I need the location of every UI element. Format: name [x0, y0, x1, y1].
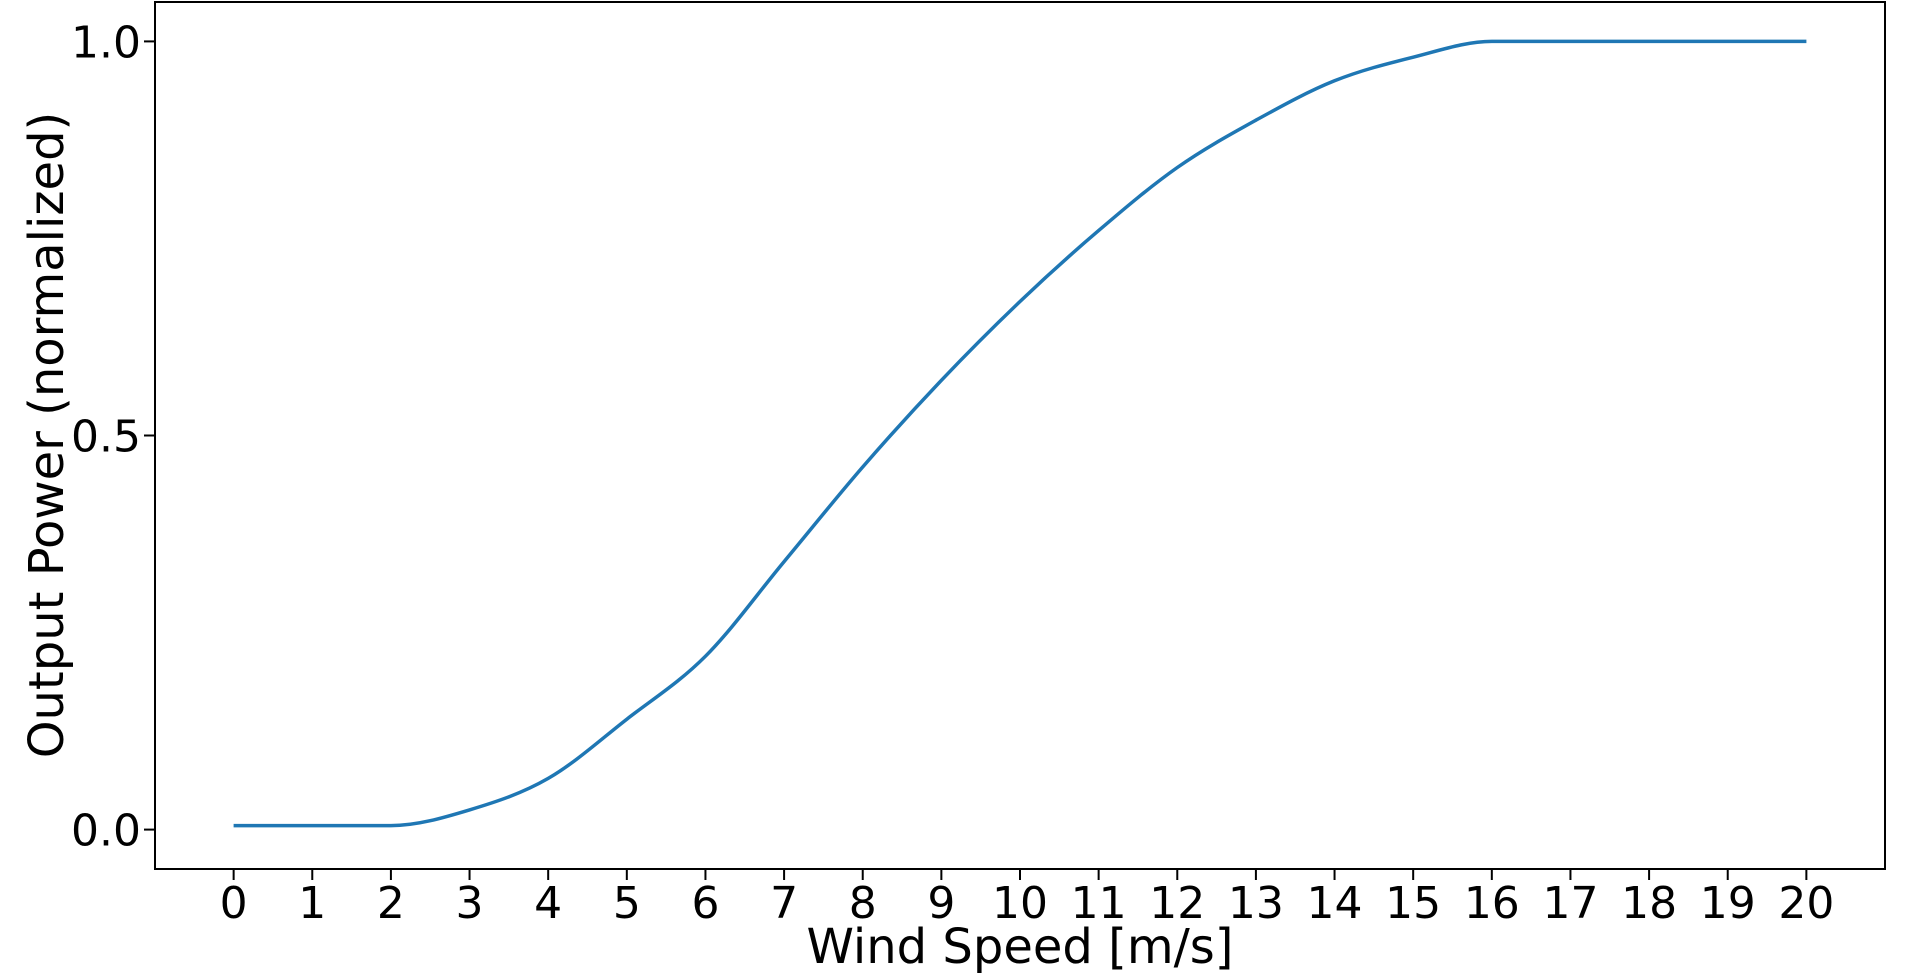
y-tick-label: 0.0 — [71, 806, 141, 857]
x-tick-label: 16 — [1464, 878, 1520, 929]
x-tick-label: 4 — [534, 878, 562, 929]
x-tick-label: 19 — [1700, 878, 1756, 929]
x-tick-label: 0 — [220, 878, 248, 929]
x-tick-label: 8 — [849, 878, 877, 929]
x-tick-label: 14 — [1307, 878, 1363, 929]
x-tick-label: 10 — [992, 878, 1048, 929]
x-tick-label: 18 — [1621, 878, 1677, 929]
x-tick-label: 9 — [927, 878, 955, 929]
x-tick-label: 11 — [1071, 878, 1127, 929]
x-axis-label: Wind Speed [m/s] — [806, 919, 1233, 975]
power-curve-line — [233, 39, 1807, 828]
x-tick-label: 7 — [770, 878, 798, 929]
x-tick-label: 6 — [691, 878, 719, 929]
x-tick-label: 13 — [1228, 878, 1284, 929]
y-axis-label: Output Power (normalized) — [19, 112, 75, 759]
axis-tick-marks — [144, 40, 1808, 880]
x-tick-label: 3 — [456, 878, 484, 929]
x-tick-label: 5 — [613, 878, 641, 929]
x-tick-label: 1 — [298, 878, 326, 929]
x-tick-label: 15 — [1385, 878, 1441, 929]
x-tick-label: 2 — [377, 878, 405, 929]
x-tick-label: 17 — [1542, 878, 1598, 929]
plot-border — [154, 1, 1886, 870]
y-tick-label: 0.5 — [71, 412, 141, 463]
axis-tick-labels: 0 1 2 3 4 5 6 7 8 9 10 11 12 13 14 15 16 17 18 19 200.00.51.… — [71, 17, 1834, 929]
x-tick-label: 20 — [1778, 878, 1834, 929]
y-tick-label: 1.0 — [71, 17, 141, 68]
x-tick-label: 12 — [1149, 878, 1205, 929]
